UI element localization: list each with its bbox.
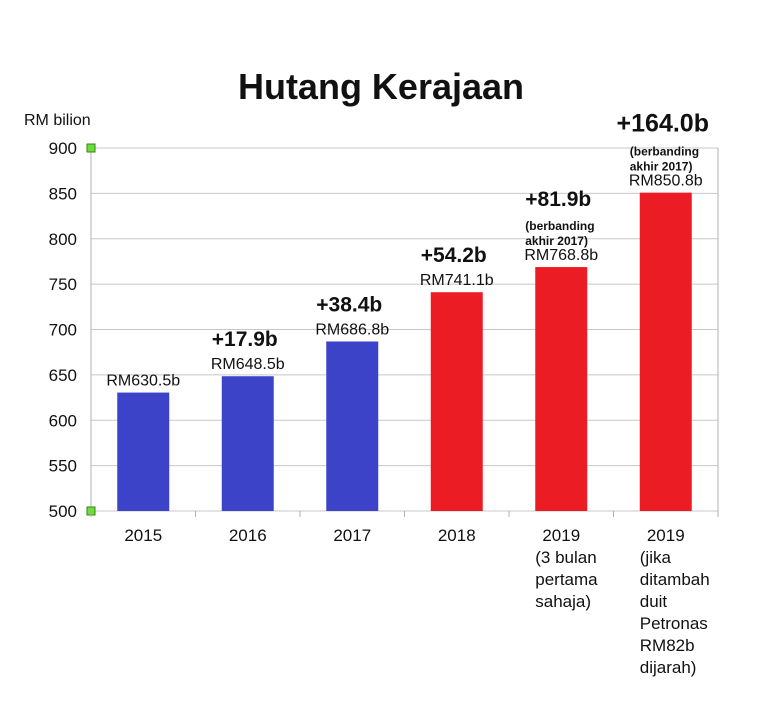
x-category-label: 2017 (333, 526, 371, 545)
bar (326, 341, 379, 511)
y-tick-label: 800 (49, 230, 77, 249)
x-category-label: Petronas (640, 614, 708, 633)
x-category-label: 2015 (124, 526, 162, 545)
y-tick-label: 700 (49, 321, 77, 340)
data-label: RM648.5b (211, 356, 285, 373)
x-category-label: 2018 (438, 526, 476, 545)
x-category-label: (jika (640, 548, 672, 567)
x-category-label: sahaja) (535, 592, 591, 611)
data-label: RM850.8b (629, 173, 703, 190)
x-category-label: dijarah) (640, 658, 697, 677)
x-category-label: 2016 (229, 526, 267, 545)
delta-note: akhir 2017) (630, 160, 693, 174)
y-tick-label: 550 (49, 457, 77, 476)
data-label: RM686.8b (315, 321, 389, 338)
delta-note: akhir 2017) (525, 234, 588, 248)
data-label: RM741.1b (420, 272, 494, 289)
x-category-label: pertama (535, 570, 598, 589)
y-axis-label: RM bilion (24, 112, 91, 129)
delta-note: (berbanding (630, 145, 699, 159)
x-category-label: RM82b (640, 636, 695, 655)
data-label: RM768.8b (524, 247, 598, 264)
chart-title: Hutang Kerajaan (238, 66, 524, 107)
y-tick-label: 650 (49, 366, 77, 385)
x-category-label: duit (640, 592, 668, 611)
delta-label: +81.9b (525, 188, 591, 211)
x-category-label: 2019 (647, 526, 685, 545)
bar (639, 192, 692, 512)
bar (430, 292, 483, 511)
y-tick-label: 600 (49, 411, 77, 430)
delta-label: +38.4b (316, 293, 382, 316)
x-category-label: 2019 (542, 526, 580, 545)
bar (535, 267, 588, 511)
bar (117, 392, 170, 511)
x-category-label: ditambah (640, 570, 710, 589)
y-tick-label: 850 (49, 184, 77, 203)
y-tick-label: 500 (49, 502, 77, 521)
data-label: RM630.5b (106, 373, 180, 390)
bar (221, 376, 274, 511)
axis-handle-icon (86, 143, 96, 153)
delta-label: +17.9b (212, 328, 278, 351)
delta-note: (berbanding (525, 219, 594, 233)
delta-label: +164.0b (617, 110, 709, 138)
x-category-label: (3 bulan (535, 548, 596, 567)
delta-label: +54.2b (421, 244, 487, 267)
y-tick-label: 900 (49, 139, 77, 158)
y-tick-label: 750 (49, 275, 77, 294)
